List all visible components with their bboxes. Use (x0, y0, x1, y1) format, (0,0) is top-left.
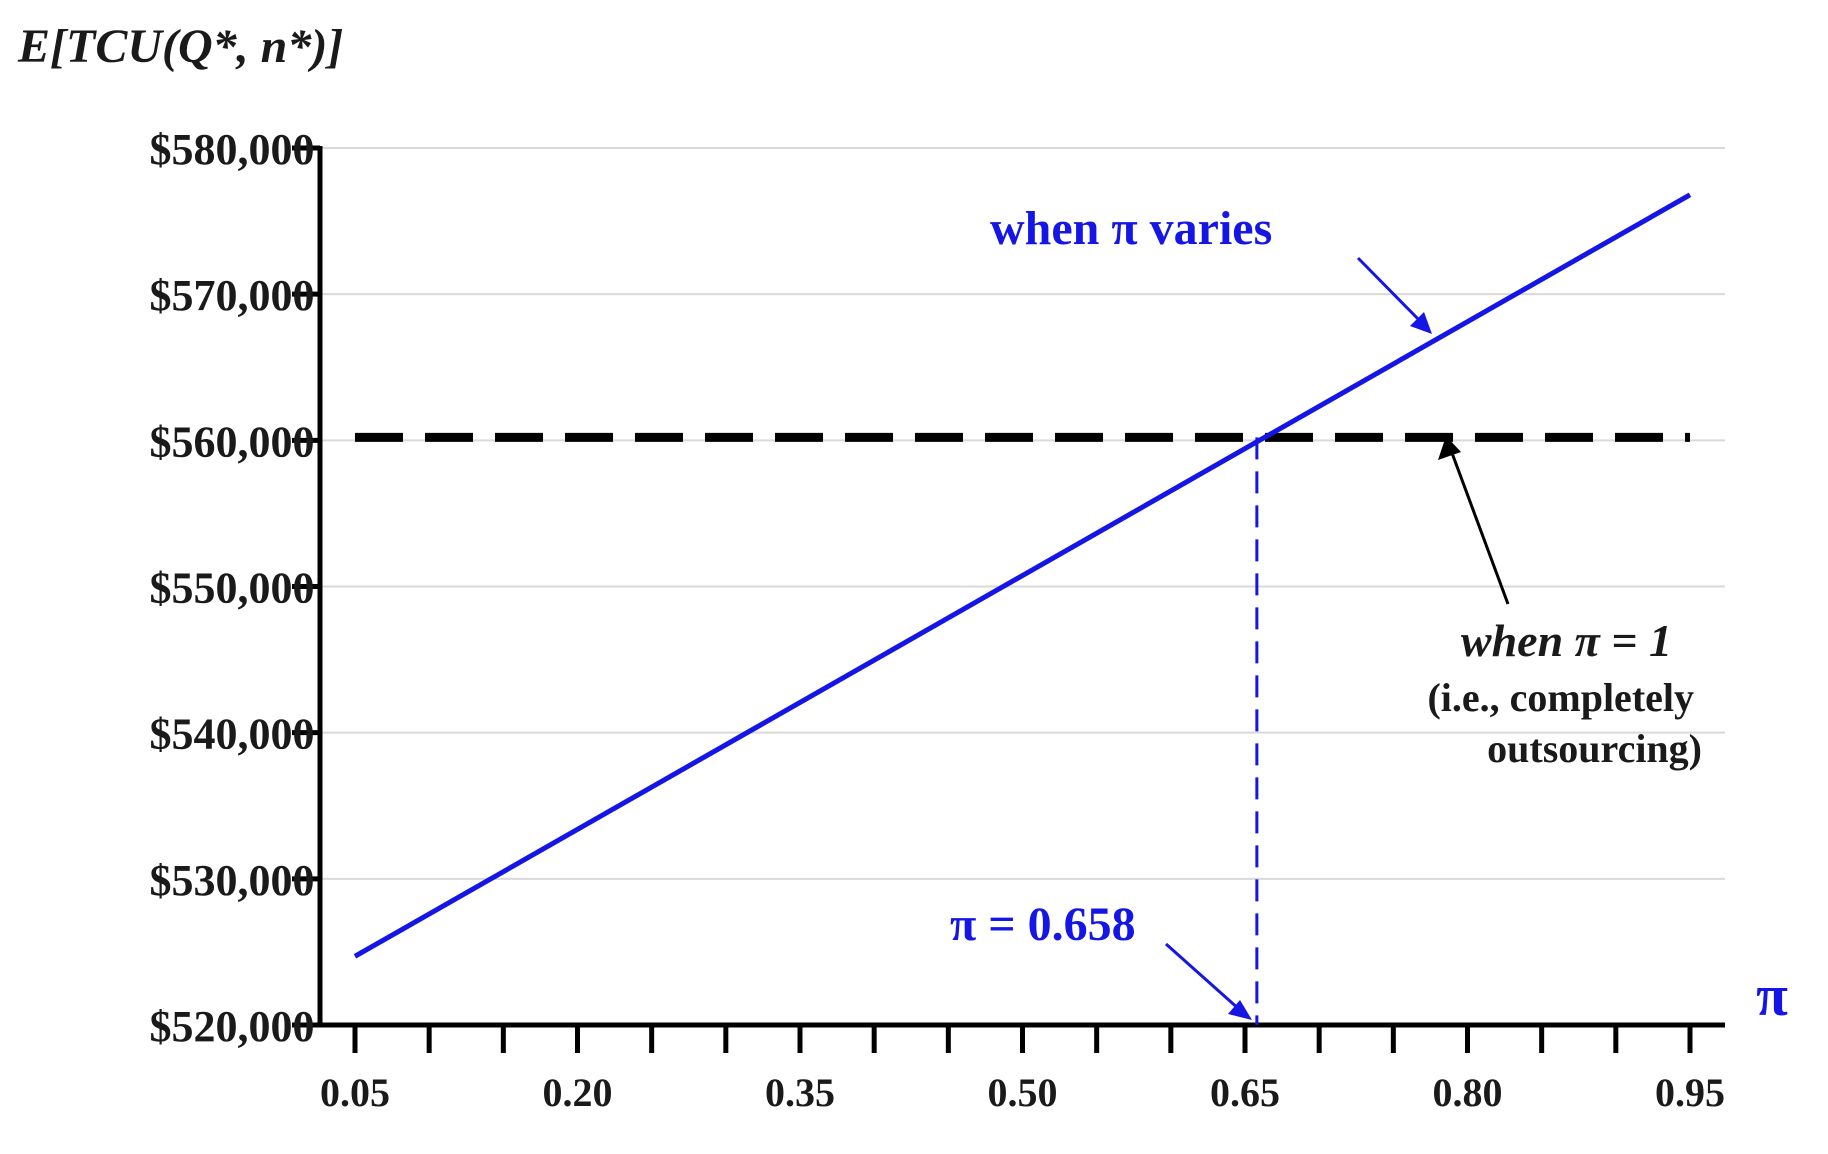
crossing-label: π = 0.658 (950, 898, 1136, 951)
crossing-label-arrow (1165, 942, 1241, 1012)
y-tick-label: $570,000 (150, 271, 315, 320)
y-tick-label: $550,000 (150, 564, 315, 613)
y-tick-label: $560,000 (150, 417, 315, 466)
series-label-arrowhead (1410, 312, 1432, 334)
x-tick-label: 0.05 (320, 1070, 390, 1115)
y-tick-label: $520,000 (150, 1002, 315, 1051)
reference-label: when π = 1 (1461, 615, 1672, 666)
x-tick-label: 0.35 (765, 1070, 835, 1115)
series-label-arrow (1356, 256, 1427, 328)
y-tick-label: $540,000 (150, 710, 315, 759)
gridlines (320, 147, 1725, 880)
x-ticks: 0.05 0.20 0.35 0.50 0.65 0.80 0.95 (320, 1025, 1725, 1115)
reference-note-line-1: (i.e., completely (1427, 675, 1694, 720)
y-axis-label: E[TCU(Q*, n*)] (17, 20, 343, 73)
x-tick-label: 0.95 (1655, 1070, 1725, 1115)
x-tick-label: 0.65 (1210, 1070, 1280, 1115)
y-tick-label: $580,000 (150, 125, 315, 174)
reference-note-line-2: outsourcing) (1487, 726, 1702, 771)
series-line-pi-varies (353, 192, 1692, 959)
x-tick-label: 0.50 (988, 1070, 1058, 1115)
reference-label-arrowhead (1438, 436, 1461, 460)
reference-label-arrow (1450, 452, 1510, 605)
series-label: when π varies (990, 202, 1272, 255)
x-axis-label: π (1756, 963, 1788, 1028)
crossing-label-arrowhead (1228, 1000, 1252, 1020)
x-tick-label: 0.80 (1433, 1070, 1503, 1115)
y-ticks: $520,000 $530,000 $540,000 $550,000 $560,000… (150, 125, 320, 1051)
x-tick-label: 0.20 (543, 1070, 613, 1115)
y-tick-label: $530,000 (150, 856, 315, 905)
